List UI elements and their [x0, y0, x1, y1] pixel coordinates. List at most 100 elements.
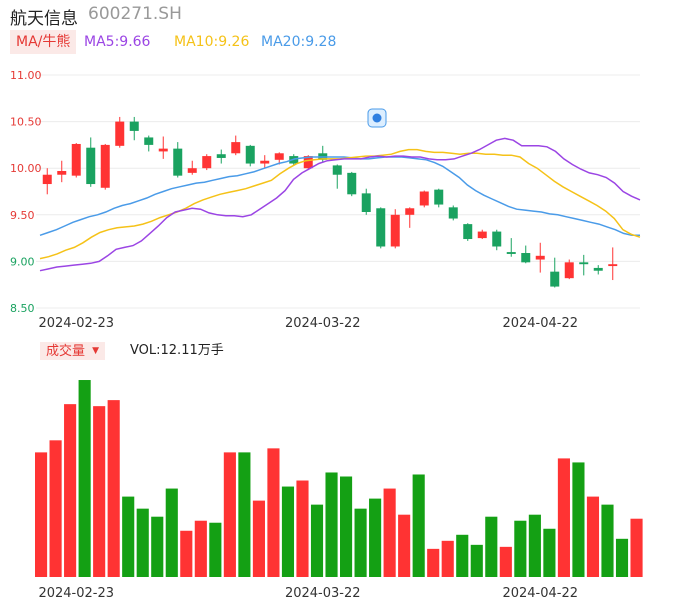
volume-bar	[543, 528, 556, 577]
ma5-legend: MA5:9.66	[84, 34, 151, 50]
ma20-legend: MA20:9.28	[261, 34, 337, 50]
price-axis-tick-label: 8.50	[10, 302, 35, 315]
volume-bar	[310, 504, 324, 577]
candle-body	[535, 255, 545, 260]
volume-bar-chart: 2024-02-23 2024-03-22 2024-04-22	[35, 380, 643, 601]
candle-body	[187, 168, 197, 173]
volume-bar	[383, 488, 396, 577]
candle-body	[463, 224, 473, 240]
ma20-line	[39, 156, 640, 237]
volume-x-tick-label: 2024-02-23	[38, 586, 114, 601]
ma10-legend: MA10:9.26	[174, 34, 250, 50]
candle-body	[100, 144, 110, 188]
volume-bar	[165, 488, 178, 577]
volume-bar	[281, 486, 295, 577]
price-axis-tick-label: 10.00	[10, 162, 42, 175]
candle-body	[521, 253, 531, 263]
candle-body	[419, 191, 429, 206]
candle-body	[579, 262, 589, 265]
candle-body	[57, 170, 67, 175]
volume-bar	[180, 530, 193, 577]
price-x-tick-label: 2024-03-22	[285, 316, 361, 331]
volume-bar	[78, 380, 91, 577]
candle-body	[477, 231, 487, 239]
candle-body	[347, 172, 357, 195]
candle-body	[332, 165, 342, 175]
candle-body	[434, 189, 444, 205]
volume-bar	[252, 500, 265, 577]
price-axis-tick-label: 10.50	[10, 116, 42, 129]
candle-body	[593, 267, 603, 271]
volume-bar	[398, 514, 411, 577]
candle-body	[129, 121, 139, 131]
volume-bar	[470, 544, 483, 577]
volume-bar	[296, 480, 309, 577]
volume-bar	[223, 452, 236, 577]
volume-value: VOL:12.11万手	[130, 343, 224, 358]
volume-indicator-selector[interactable]: 成交量 ▼	[40, 342, 106, 360]
volume-bar	[354, 508, 367, 577]
volume-bar	[136, 508, 149, 577]
volume-bar	[238, 452, 251, 577]
volume-bar	[427, 548, 440, 577]
candle-body	[608, 264, 618, 267]
candle-body	[260, 160, 270, 164]
candle-body	[144, 137, 154, 145]
volume-bar	[514, 520, 527, 577]
candle-body	[274, 153, 284, 160]
candle-body	[448, 207, 458, 219]
candle-body	[376, 208, 386, 247]
volume-bar	[340, 476, 353, 577]
volume-bar	[35, 452, 48, 577]
candle-body	[202, 156, 212, 169]
candle-body	[550, 271, 560, 287]
volume-bar	[528, 514, 541, 577]
stock-code: 600271.SH	[88, 4, 182, 24]
volume-bar	[107, 400, 120, 577]
price-x-tick-label: 2024-02-23	[38, 316, 114, 331]
volume-x-tick-label: 2024-04-22	[502, 586, 578, 601]
candle-body	[216, 154, 226, 158]
candle-body	[42, 174, 52, 185]
candle-body	[564, 262, 574, 279]
volume-bar	[325, 472, 338, 577]
volume-tag-label: 成交量	[46, 344, 86, 359]
candle-body	[506, 252, 516, 254]
ma5-line	[39, 137, 641, 272]
caret-down-icon: ▼	[92, 346, 100, 356]
price-axis-tick-label: 11.00	[10, 69, 42, 82]
ma-indicator-selector[interactable]: MA/牛熊	[10, 30, 77, 54]
volume-bar	[151, 516, 164, 577]
volume-bar	[601, 504, 614, 577]
volume-bar	[369, 498, 382, 577]
volume-bar	[485, 516, 498, 577]
volume-bar	[49, 440, 62, 577]
volume-bar	[557, 458, 570, 577]
candle-body	[158, 148, 168, 152]
volume-bar	[209, 522, 222, 577]
candle-body	[303, 156, 313, 169]
volume-bar	[93, 406, 106, 577]
candle-body	[245, 145, 255, 164]
candle-body	[115, 121, 125, 146]
price-axis-tick-label: 9.00	[10, 255, 35, 268]
candle-body	[173, 148, 183, 176]
price-axis-tick-label: 9.50	[10, 209, 35, 222]
volume-bar	[615, 538, 629, 577]
candle-body	[361, 193, 371, 213]
price-x-tick-label: 2024-04-22	[502, 316, 578, 331]
volume-bar	[499, 546, 512, 577]
volume-bar	[122, 496, 135, 577]
volume-bar	[456, 534, 469, 577]
candle-body	[390, 214, 400, 247]
volume-bar	[572, 462, 585, 577]
volume-x-tick-label: 2024-03-22	[285, 586, 361, 601]
marker-dot	[372, 113, 382, 123]
candle-body	[86, 147, 96, 185]
volume-bar	[586, 496, 600, 577]
volume-bar	[267, 448, 280, 577]
candle-body	[71, 143, 81, 176]
candle-body	[492, 231, 502, 247]
candle-body	[231, 142, 241, 154]
